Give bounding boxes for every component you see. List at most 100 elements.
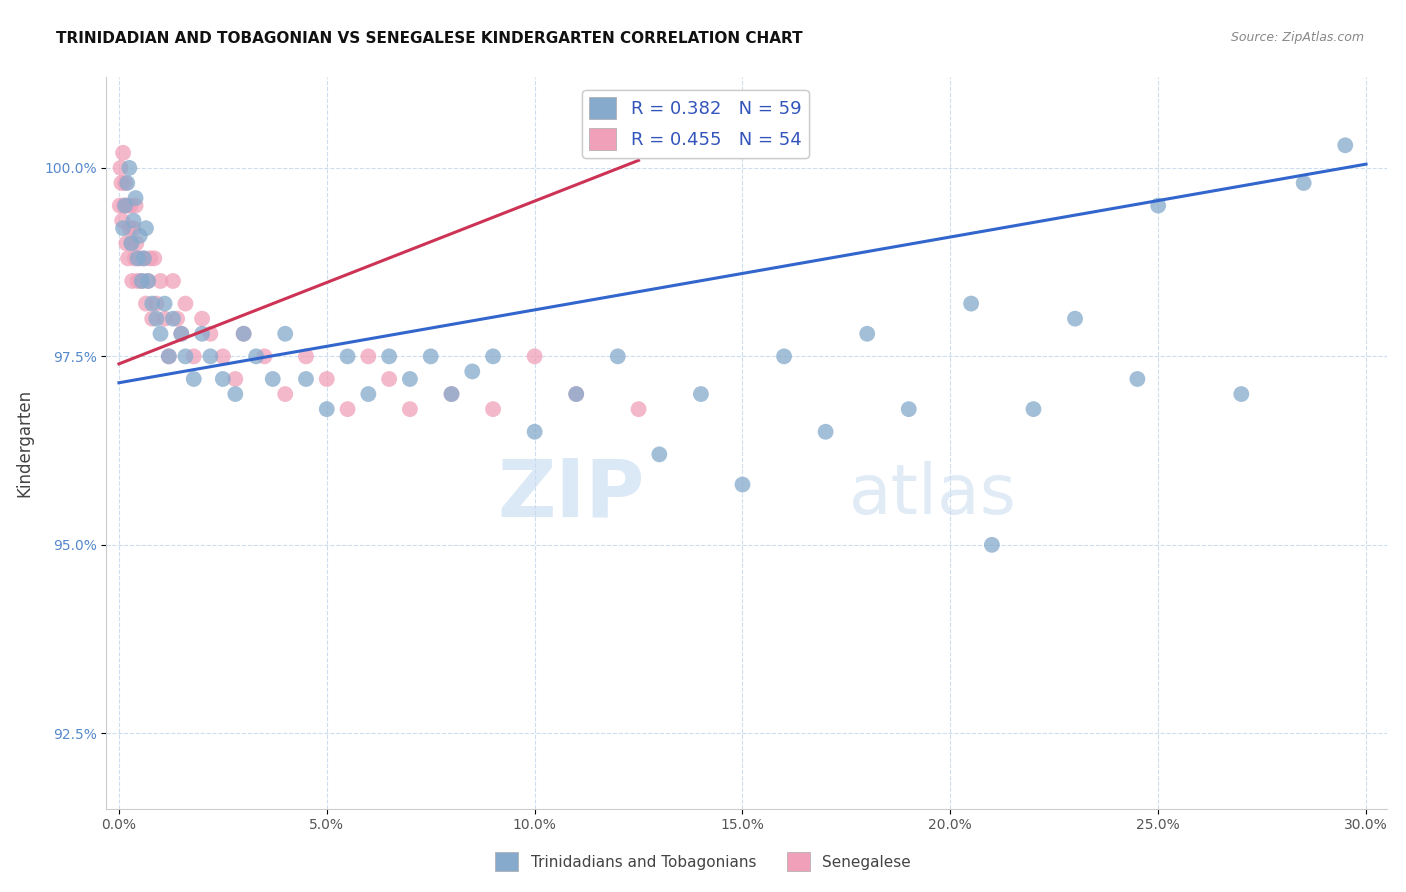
Point	[200, 326, 222, 341]
Point	[112, 221, 135, 235]
Point	[606, 350, 628, 364]
Point	[157, 350, 180, 364]
Legend: R = 0.382   N = 59, R = 0.455   N = 54: R = 0.382 N = 59, R = 0.455 N = 54	[582, 90, 808, 158]
Point	[112, 145, 135, 160]
Point	[1126, 372, 1149, 386]
Point	[183, 350, 205, 364]
Point	[127, 274, 149, 288]
Point	[136, 274, 159, 288]
Point	[440, 387, 463, 401]
Point	[419, 350, 441, 364]
Point	[120, 236, 142, 251]
Point	[461, 364, 484, 378]
Point	[153, 311, 176, 326]
Point	[315, 402, 337, 417]
Point	[232, 326, 254, 341]
Point	[174, 350, 197, 364]
Point	[110, 176, 132, 190]
Point	[399, 402, 422, 417]
Point	[336, 402, 359, 417]
Point	[124, 191, 146, 205]
Point	[145, 296, 167, 310]
Point	[1292, 176, 1315, 190]
Point	[174, 296, 197, 310]
Point	[131, 274, 153, 288]
Point	[117, 176, 139, 190]
Point	[128, 228, 150, 243]
Point	[111, 213, 134, 227]
Point	[690, 387, 713, 401]
Point	[295, 372, 318, 386]
Point	[132, 252, 155, 266]
Point	[149, 274, 172, 288]
Point	[141, 311, 163, 326]
Point	[112, 198, 135, 212]
Point	[115, 236, 138, 251]
Point	[117, 198, 139, 212]
Point	[121, 274, 143, 288]
Text: Source: ZipAtlas.com: Source: ZipAtlas.com	[1230, 31, 1364, 45]
Point	[191, 311, 214, 326]
Point	[143, 252, 166, 266]
Point	[127, 252, 149, 266]
Point	[482, 350, 505, 364]
Text: ZIP: ZIP	[496, 455, 644, 533]
Point	[135, 221, 157, 235]
Point	[980, 538, 1002, 552]
Point	[440, 387, 463, 401]
Point	[274, 387, 297, 401]
Point	[523, 425, 546, 439]
Point	[1147, 198, 1170, 212]
Point	[166, 311, 188, 326]
Point	[336, 350, 359, 364]
Point	[122, 221, 145, 235]
Point	[117, 252, 139, 266]
Point	[274, 326, 297, 341]
Point	[183, 372, 205, 386]
Point	[153, 296, 176, 310]
Point	[162, 274, 184, 288]
Point	[162, 311, 184, 326]
Point	[856, 326, 879, 341]
Text: atlas: atlas	[849, 461, 1017, 528]
Point	[128, 252, 150, 266]
Point	[212, 350, 235, 364]
Point	[157, 350, 180, 364]
Point	[224, 372, 246, 386]
Point	[212, 372, 235, 386]
Point	[1230, 387, 1253, 401]
Point	[124, 198, 146, 212]
Point	[814, 425, 837, 439]
Point	[378, 372, 401, 386]
Point	[378, 350, 401, 364]
Point	[120, 236, 142, 251]
Point	[357, 387, 380, 401]
Point	[118, 221, 141, 235]
Point	[565, 387, 588, 401]
Point	[295, 350, 318, 364]
Point	[120, 198, 142, 212]
Point	[523, 350, 546, 364]
Point	[1022, 402, 1045, 417]
Point	[232, 326, 254, 341]
Point	[648, 447, 671, 461]
Point	[897, 402, 920, 417]
Point	[357, 350, 380, 364]
Point	[245, 350, 267, 364]
Point	[170, 326, 193, 341]
Legend: Trinidadians and Tobagonians, Senegalese: Trinidadians and Tobagonians, Senegalese	[489, 847, 917, 877]
Point	[1334, 138, 1357, 153]
Point	[124, 252, 146, 266]
Point	[253, 350, 276, 364]
Point	[191, 326, 214, 341]
Point	[731, 477, 754, 491]
Point	[482, 402, 505, 417]
Point	[565, 387, 588, 401]
Point	[114, 176, 136, 190]
Point	[149, 326, 172, 341]
Point	[110, 161, 132, 175]
Point	[114, 198, 136, 212]
Text: TRINIDADIAN AND TOBAGONIAN VS SENEGALESE KINDERGARTEN CORRELATION CHART: TRINIDADIAN AND TOBAGONIAN VS SENEGALESE…	[56, 31, 803, 46]
Point	[1064, 311, 1087, 326]
Point	[118, 161, 141, 175]
